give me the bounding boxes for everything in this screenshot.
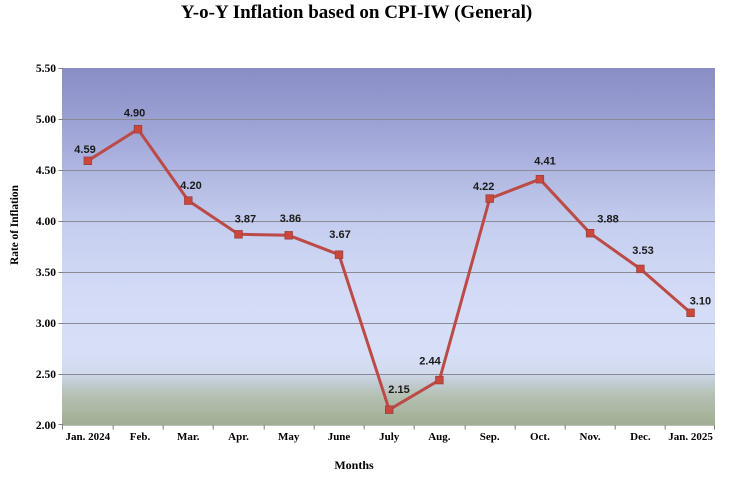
svg-text:3.86: 3.86 (280, 213, 301, 225)
svg-text:3.50: 3.50 (36, 267, 56, 279)
svg-text:Feb.: Feb. (130, 431, 151, 443)
svg-text:Oct.: Oct. (530, 431, 550, 443)
svg-text:4.90: 4.90 (124, 108, 145, 120)
svg-text:3.53: 3.53 (632, 245, 653, 257)
svg-text:Mar.: Mar. (177, 431, 200, 443)
svg-text:May: May (278, 431, 300, 443)
svg-text:2.15: 2.15 (388, 384, 409, 396)
svg-text:4.20: 4.20 (180, 180, 201, 192)
svg-text:Rate of Inflation: Rate of Inflation (9, 184, 21, 264)
svg-text:Sep.: Sep. (480, 431, 500, 443)
svg-text:2.00: 2.00 (36, 420, 56, 432)
svg-text:4.00: 4.00 (36, 216, 56, 228)
svg-text:Apr.: Apr. (228, 431, 249, 443)
svg-text:Jan. 2025: Jan. 2025 (668, 431, 713, 443)
svg-text:5.00: 5.00 (36, 114, 56, 126)
svg-text:Months: Months (334, 458, 374, 472)
svg-text:5.50: 5.50 (36, 63, 56, 75)
svg-text:3.10: 3.10 (690, 295, 711, 307)
svg-text:Y-o-Y Inflation based on CPI-I: Y-o-Y Inflation based on CPI-IW (General… (181, 2, 532, 23)
svg-text:3.67: 3.67 (329, 229, 350, 241)
svg-text:3.00: 3.00 (36, 318, 56, 330)
svg-text:July: July (379, 431, 400, 443)
svg-text:Nov.: Nov. (580, 431, 601, 443)
svg-text:4.41: 4.41 (534, 155, 555, 167)
svg-text:2.44: 2.44 (419, 356, 441, 368)
svg-text:2.50: 2.50 (36, 369, 56, 381)
svg-text:Aug.: Aug. (428, 431, 451, 443)
svg-text:3.88: 3.88 (597, 214, 618, 226)
svg-text:June: June (328, 431, 351, 443)
svg-text:3.87: 3.87 (235, 214, 256, 226)
svg-text:4.59: 4.59 (74, 144, 95, 156)
svg-text:4.50: 4.50 (36, 165, 56, 177)
svg-text:Jan. 2024: Jan. 2024 (65, 431, 110, 443)
svg-text:Dec.: Dec. (630, 431, 651, 443)
svg-text:4.22: 4.22 (473, 181, 494, 193)
